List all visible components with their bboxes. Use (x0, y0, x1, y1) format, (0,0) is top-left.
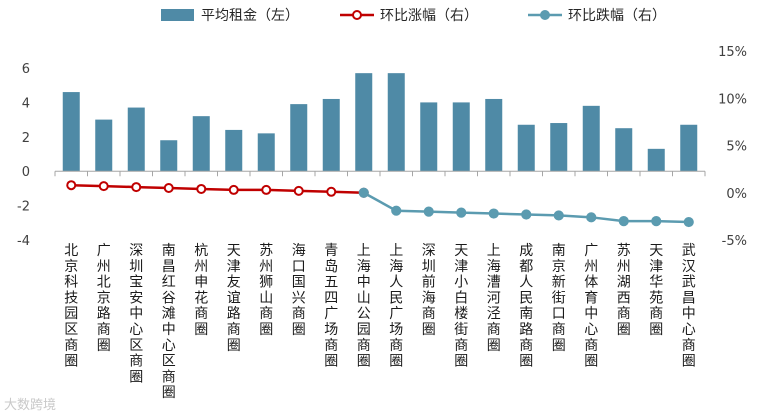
bar (225, 129, 243, 172)
category-label: 上海人民广场商圈 (389, 243, 403, 370)
bar (322, 98, 340, 172)
bar (62, 92, 80, 172)
legend-label: 环比跌幅（右） (568, 8, 666, 24)
legend-marker (540, 10, 550, 20)
series-point (456, 207, 467, 218)
y-right-tick-label: 15% (718, 45, 747, 60)
bar (257, 133, 275, 172)
series-point (163, 183, 174, 194)
bar (647, 148, 665, 172)
series-point (261, 184, 272, 195)
y-left-tick-label: -2 (17, 200, 30, 215)
bar (485, 98, 503, 172)
bar (355, 73, 373, 172)
y-left-tick-label: 0 (22, 165, 30, 180)
series-point (358, 187, 369, 198)
bar (615, 128, 633, 172)
category-label: 北京科技园区商圈 (64, 243, 78, 370)
category-label: 天津华苑商圈 (649, 243, 663, 338)
bar (387, 73, 405, 172)
y-left-tick-label: 4 (22, 96, 30, 111)
legend-marker (352, 10, 362, 20)
category-label: 苏州湖西商圈 (617, 243, 631, 338)
category-label: 南昌红谷滩中心区商圈 (162, 243, 176, 401)
bar (290, 104, 308, 172)
bar (127, 107, 145, 172)
category-label: 天津友谊路商圈 (227, 243, 241, 354)
category-label: 海口国兴商圈 (292, 243, 306, 338)
category-label: 成都人民南路商圈 (519, 243, 533, 370)
series-point (98, 181, 109, 192)
y-left-tick-label: 2 (22, 131, 30, 146)
legend-swatch (161, 9, 194, 21)
y-left-tick-label: -4 (17, 234, 30, 249)
bar (582, 105, 600, 172)
category-label: 广州北京路商圈 (97, 243, 111, 354)
category-label: 青岛五四广场商圈 (324, 243, 338, 370)
series-point (651, 216, 662, 227)
series-point (586, 212, 597, 223)
series-point (196, 183, 207, 194)
bar (452, 102, 470, 172)
category-label: 天津小白楼街商圈 (454, 243, 468, 370)
series-point (488, 208, 499, 219)
series-point (66, 180, 77, 191)
category-label: 深圳宝安中心区商圈 (129, 243, 143, 385)
category-label: 深圳前海商圈 (422, 243, 436, 338)
bar (420, 102, 438, 172)
series-point (293, 185, 304, 196)
bar (95, 119, 113, 172)
series-point (521, 209, 532, 220)
series-point (553, 210, 564, 221)
series-point (423, 206, 434, 217)
y-right-tick-label: 10% (718, 92, 747, 107)
series-point (683, 216, 694, 228)
category-label: 南京新街口商圈 (552, 243, 566, 354)
series-point (391, 205, 402, 216)
y-left-tick-label: 6 (22, 62, 30, 77)
bar (160, 140, 178, 172)
series-point (228, 184, 239, 195)
category-label: 武汉武昌中心商圈 (682, 243, 696, 370)
category-label: 苏州狮山商圈 (259, 243, 273, 338)
watermark: 大数跨境 (4, 398, 57, 413)
legend-label: 平均租金（左） (201, 8, 299, 24)
series-point (618, 216, 629, 227)
y-right-tick-label: 0% (726, 187, 747, 202)
y-right-tick-label: 5% (726, 140, 747, 155)
bar (680, 124, 698, 172)
bar (192, 116, 210, 172)
series-point (326, 186, 337, 197)
category-label: 广州体育中心商圈 (584, 243, 598, 370)
category-label: 杭州申花商圈 (194, 243, 208, 338)
legend-label: 环比涨幅（右） (380, 8, 478, 24)
bar (550, 123, 568, 172)
bar (517, 124, 535, 172)
series-point (131, 182, 142, 193)
category-label: 上海中山公园商圈 (357, 243, 371, 370)
series-line (71, 183, 364, 194)
y-right-tick-label: -5% (722, 234, 747, 249)
category-label: 上海漕河泾商圈 (487, 243, 501, 354)
